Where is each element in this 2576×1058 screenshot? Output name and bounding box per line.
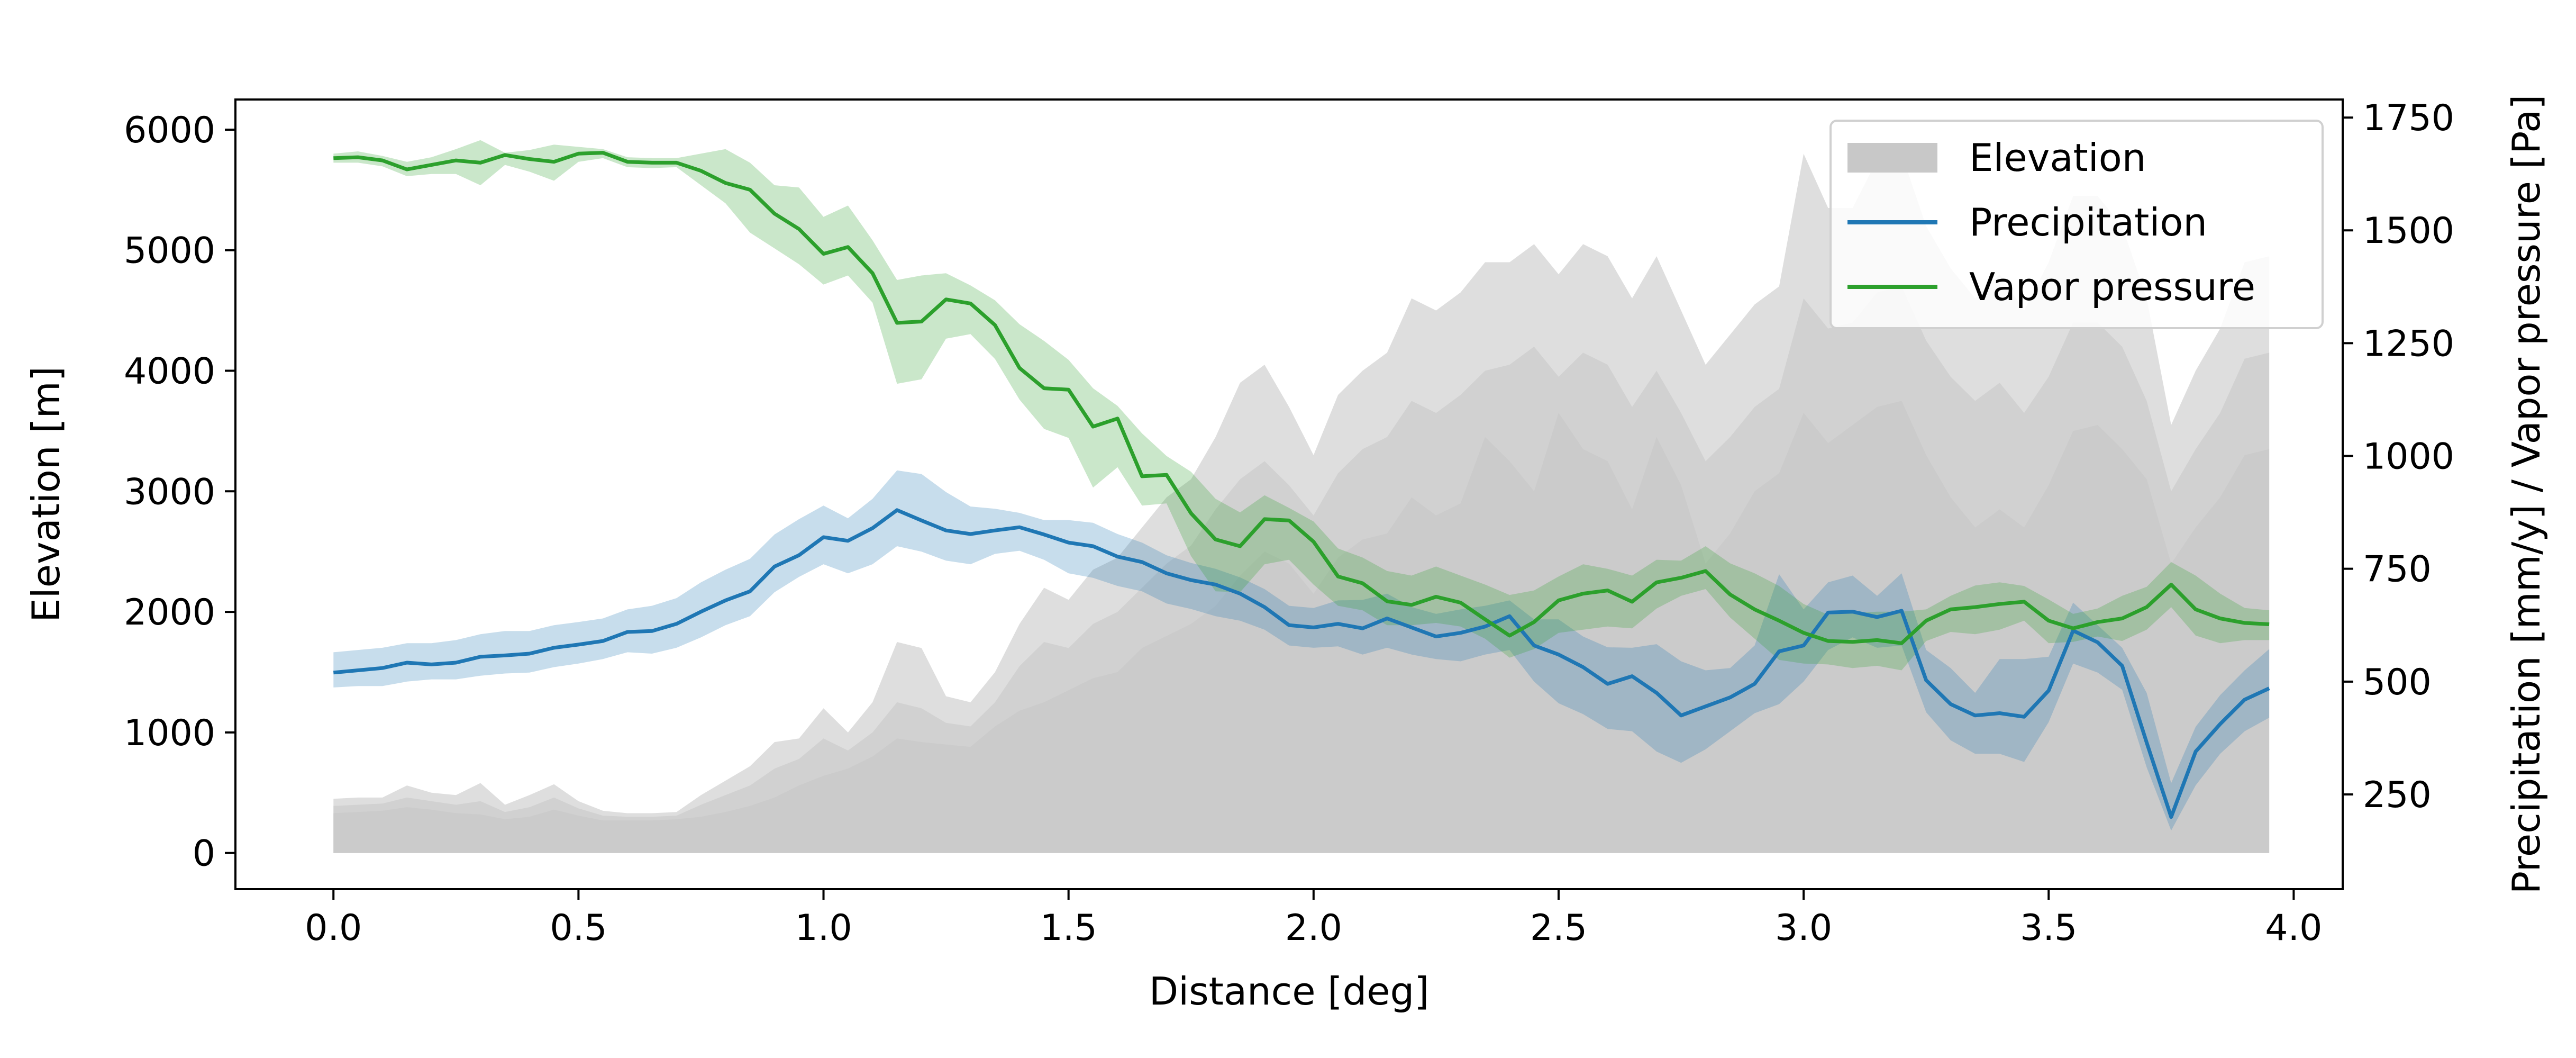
x-tick-label: 3.0	[1775, 907, 1832, 949]
plot-frame	[234, 98, 2344, 890]
y-tick-label: 5000	[124, 230, 215, 272]
x-tick-label: 2.5	[1530, 907, 1587, 949]
y2-tick-label: 1000	[2363, 436, 2454, 478]
y2-tick-label: 1500	[2363, 210, 2454, 252]
y-tick-label: 2000	[124, 592, 215, 634]
y2-tick-label: 250	[2363, 774, 2432, 816]
x-tick-label: 0.5	[550, 907, 607, 949]
x-tick-label: 3.5	[2020, 907, 2077, 949]
y-tick-label: 1000	[124, 712, 215, 754]
y2-tick-label: 1250	[2363, 323, 2454, 365]
y-tick-label: 4000	[124, 351, 215, 393]
y-axis-label: Elevation [m]	[24, 366, 68, 622]
x-tick-label: 2.0	[1285, 907, 1342, 949]
y-tick-label: 6000	[124, 110, 215, 151]
x-tick-label: 1.0	[795, 907, 852, 949]
y2-axis-label: Precipitation [mm/y] / Vapor pressure [P…	[2504, 95, 2548, 894]
plot-area	[333, 140, 2270, 853]
precipitation-line	[333, 508, 2270, 819]
y2-tick-label: 750	[2363, 549, 2432, 591]
legend-swatch-elevation	[1847, 143, 1937, 173]
legend-box	[1829, 120, 2324, 329]
precipitation-band	[333, 470, 2270, 831]
axes: 0.0 0.5 1.0 1.5 2.0 2.5 3.0 3.5 4.0 Distance [deg…	[24, 95, 2548, 1014]
x-tick-label: 1.5	[1040, 907, 1097, 949]
y-tick-label: 3000	[124, 471, 215, 513]
x-tick-label: 4.0	[2265, 907, 2322, 949]
y-tick-label: 0	[193, 833, 215, 875]
legend-label: Vapor pressure	[1969, 265, 2255, 309]
y2-tick-label: 1750	[2363, 97, 2454, 139]
y2-tick-label: 500	[2363, 662, 2432, 703]
legend-label: Elevation	[1969, 135, 2146, 180]
vapor-pressure-line	[333, 151, 2270, 645]
vapor-pressure-band	[333, 140, 2270, 671]
x-axis-label: Distance [deg]	[1149, 969, 1430, 1014]
legend-label: Precipitation	[1969, 200, 2207, 245]
legend: Elevation Precipitation Vapor pressure	[1829, 120, 2324, 329]
x-tick-label: 0.0	[305, 907, 362, 949]
